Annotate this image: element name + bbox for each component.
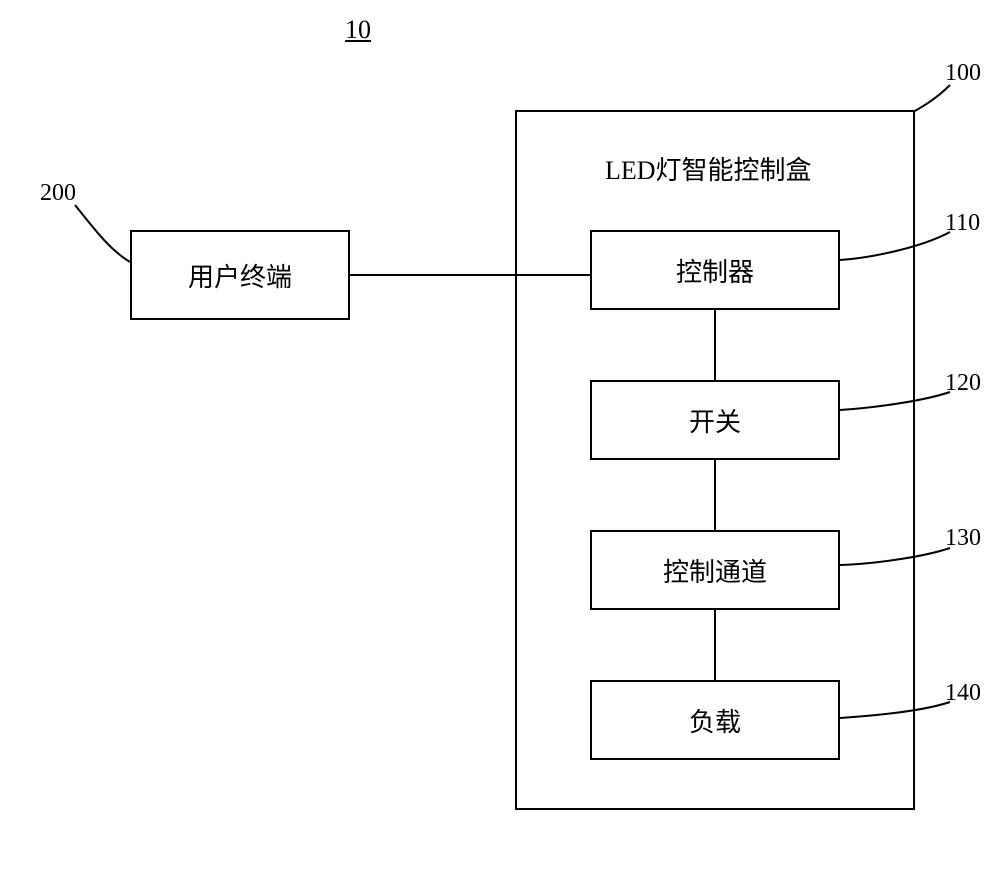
channel-text: 控制通道 [663,552,767,589]
figure-number-label: 10 [345,15,371,45]
switch-box: 开关 [590,380,840,460]
load-text: 负载 [689,702,741,739]
user-terminal-text: 用户终端 [188,257,292,294]
load-box: 负载 [590,680,840,760]
ref-label-130: 130 [945,525,981,552]
ref-label-200: 200 [40,180,76,207]
ref-label-100: 100 [945,60,981,87]
controller-box: 控制器 [590,230,840,310]
user-terminal-box: 用户终端 [130,230,350,320]
ref-label-140: 140 [945,680,981,707]
connector-channel-to-load [714,610,716,680]
control-box-title: LED灯智能控制盒 [605,150,812,187]
leader-100 [913,85,950,112]
connector-user-to-controller [350,274,590,276]
connector-controller-to-switch [714,310,716,380]
controller-text: 控制器 [676,252,754,289]
channel-box: 控制通道 [590,530,840,610]
ref-label-110: 110 [945,210,980,237]
connector-switch-to-channel [714,460,716,530]
switch-text: 开关 [689,402,741,439]
leader-200 [75,205,130,262]
diagram-canvas: 10 用户终端 LED灯智能控制盒 控制器 开关 控制通道 负载 200 100… [0,0,1000,880]
ref-label-120: 120 [945,370,981,397]
